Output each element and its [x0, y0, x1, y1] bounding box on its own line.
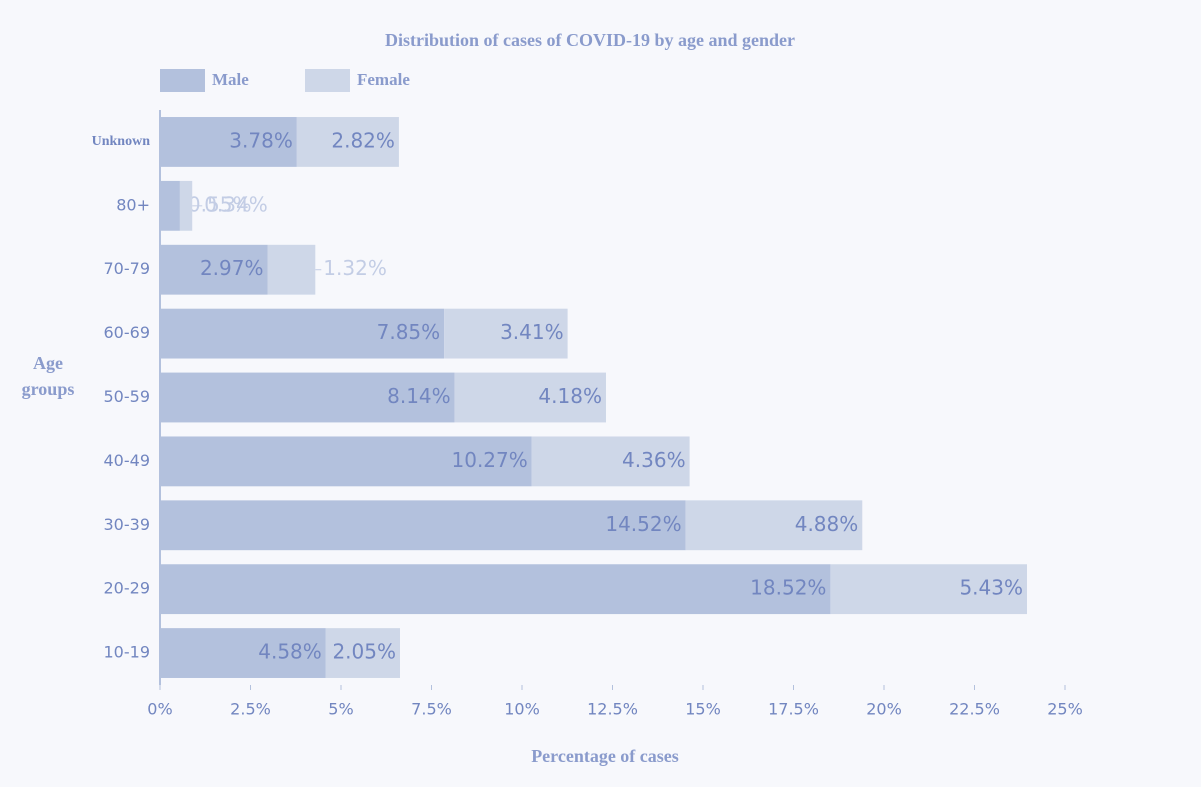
chart-title: Distribution of cases of COVID-19 by age…: [385, 30, 795, 50]
data-label: 10.27%: [452, 448, 528, 472]
data-label: 5.43%: [959, 576, 1023, 600]
x-tick-label: 20%: [866, 700, 902, 719]
legend-swatch: [160, 69, 205, 92]
x-tick-label: 5%: [328, 700, 353, 719]
bar-segment: [160, 564, 831, 615]
bar-segment: [454, 372, 606, 423]
data-label: 14.52%: [605, 512, 681, 536]
bar-segment: [325, 628, 401, 678]
x-tick-label: 25%: [1047, 700, 1083, 719]
y-tick-label: 20-29: [104, 579, 151, 598]
bar-segment: [267, 244, 316, 295]
bar-segment: [830, 564, 1027, 615]
bar-segment: [179, 180, 193, 231]
y-tick-label: 70-79: [104, 259, 151, 278]
data-label: 0.34%: [204, 192, 268, 216]
data-label: 3.41%: [500, 320, 564, 344]
y-tick-label: 40-49: [104, 451, 151, 470]
y-tick-label: 80+: [116, 195, 150, 214]
y-axis-label: Age groups: [21, 353, 75, 399]
bar-segment: [296, 117, 399, 167]
y-tick-label: 60-69: [104, 323, 151, 342]
x-tick-label: 22.5%: [949, 700, 1000, 719]
bar-segment: [160, 117, 297, 167]
bar-segment: [160, 436, 532, 487]
data-label: 18.52%: [750, 576, 826, 600]
y-tick-label: 10-19: [104, 643, 151, 662]
data-label: 7.85%: [377, 320, 441, 344]
x-tick-label: 17.5%: [768, 700, 819, 719]
x-tick-label: 0%: [147, 700, 172, 719]
bar-segment: [685, 500, 863, 551]
data-label: 3.78%: [229, 128, 293, 152]
x-tick-label: 2.5%: [230, 700, 271, 719]
y-tick-label: 30-39: [104, 515, 151, 534]
bar-segment: [160, 500, 686, 551]
x-tick-label: 7.5%: [411, 700, 452, 719]
data-label: 8.14%: [387, 384, 451, 408]
bar-segment: [160, 308, 445, 359]
bar-segment: [160, 180, 180, 231]
y-tick-label: 50-59: [104, 387, 151, 406]
data-label: 2.82%: [331, 128, 395, 152]
data-label: 1.32%: [323, 256, 387, 280]
x-tick-label: 12.5%: [587, 700, 638, 719]
legend-swatch: [305, 69, 350, 92]
bar-segment: [444, 308, 568, 359]
data-label: 2.97%: [200, 256, 264, 280]
bar-segment: [160, 372, 455, 423]
legend-label: Female: [357, 70, 410, 89]
data-label: 4.18%: [538, 384, 602, 408]
data-label: 4.36%: [622, 448, 686, 472]
bar-segment: [160, 628, 326, 678]
data-label: 4.58%: [258, 640, 322, 664]
x-tick-label: 15%: [685, 700, 721, 719]
y-tick-label: Unknown: [92, 134, 151, 149]
data-label: 4.88%: [795, 512, 859, 536]
bar-segment: [531, 436, 690, 487]
x-tick-label: 10%: [504, 700, 540, 719]
legend-label: Male: [212, 70, 249, 89]
data-label: 0.55%: [188, 192, 252, 216]
data-label: 2.05%: [332, 640, 396, 664]
bar-segment: [160, 244, 268, 295]
x-axis-label: Percentage of cases: [531, 746, 679, 766]
